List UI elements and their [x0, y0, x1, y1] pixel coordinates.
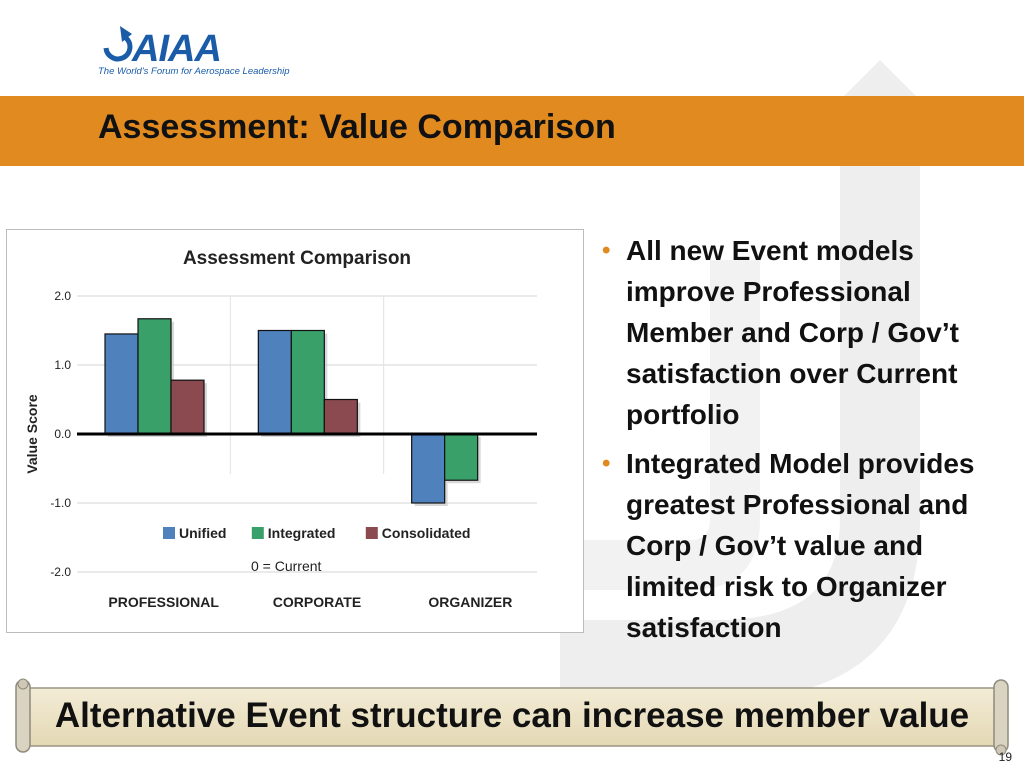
bullet-dot-icon: • [602, 450, 611, 477]
chart-title: Assessment Comparison [183, 248, 411, 269]
bullet-dot-icon: • [602, 237, 611, 264]
bullet-text: All new Event models improve Professiona… [626, 235, 959, 430]
page-title: Assessment: Value Comparison [98, 108, 616, 146]
y-tick-label: 0.0 [54, 427, 71, 441]
bar-unified-corporate [257, 329, 292, 435]
logo-wordmark: AIAA [132, 28, 222, 70]
zero-annotation: 0 = Current [251, 558, 322, 574]
legend-swatch [251, 527, 264, 539]
logo-swoosh-icon [103, 26, 133, 62]
legend-label: Integrated [268, 525, 336, 541]
bullet-text: Integrated Model provides greatest Profe… [626, 448, 975, 643]
bar-consolidated-professional [170, 379, 205, 435]
x-category-label: CORPORATE [273, 594, 361, 610]
x-category-label: PROFESSIONAL [108, 594, 219, 610]
bullet-item: • Integrated Model provides greatest Pro… [600, 443, 1000, 648]
chart-container: Assessment Comparison 2.0 1.0 0.0 -1.0 -2.0 Va… [6, 229, 584, 633]
title-band [0, 96, 1024, 166]
assessment-chart: Assessment Comparison 2.0 1.0 0.0 -1.0 -2.0 Va… [24, 248, 537, 610]
y-tick-label: 2.0 [54, 289, 71, 303]
legend-label: Unified [179, 525, 226, 541]
y-tick-label: -2.0 [50, 565, 71, 579]
scroll-banner: Alternative Event structure can increase… [12, 676, 1012, 756]
logo-tagline: The World's Forum for Aerospace Leadersh… [98, 66, 290, 77]
bar-integrated-organizer [444, 433, 479, 481]
aiaa-logo: AIAA The World's Forum for Aerospace Lea… [96, 14, 290, 84]
legend-swatch [365, 527, 378, 539]
bar-integrated-professional [137, 318, 172, 435]
bar-integrated-corporate [290, 329, 325, 435]
x-category-label: ORGANIZER [428, 594, 512, 610]
bar-unified-professional [104, 333, 139, 435]
scroll-shape [15, 678, 1009, 756]
banner-text: Alternative Event structure can increase… [54, 696, 970, 735]
legend-swatch [163, 527, 175, 539]
y-tick-label: 1.0 [54, 358, 71, 372]
page-number: 19 [998, 750, 1012, 764]
bullet-item: • All new Event models improve Professio… [600, 230, 1000, 435]
bullet-list: • All new Event models improve Professio… [600, 230, 1000, 656]
legend-label: Consolidated [382, 525, 471, 541]
bar-unified-organizer [411, 433, 446, 504]
bar-consolidated-corporate [323, 398, 358, 435]
y-tick-label: -1.0 [50, 496, 71, 510]
y-axis-label: Value Score [24, 394, 40, 474]
